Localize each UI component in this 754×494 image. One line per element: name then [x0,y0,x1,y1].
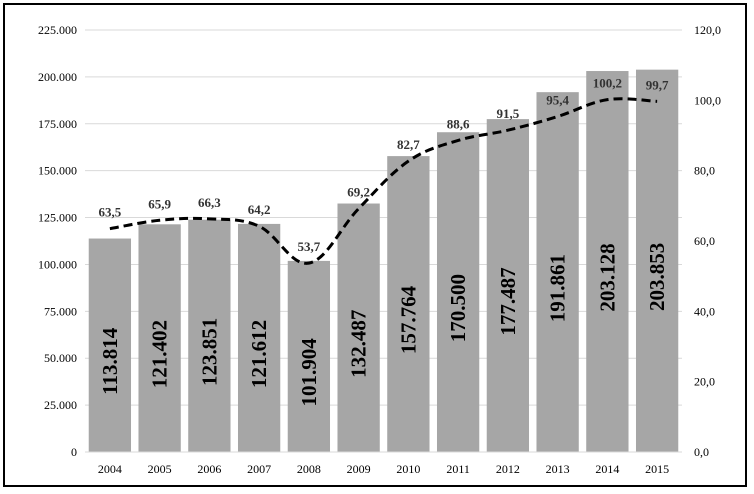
left-axis-tick-label: 25.000 [44,398,77,412]
bar-2012 [486,119,530,452]
line-value-label: 66,3 [198,195,221,210]
bar-2007 [237,223,281,452]
left-axis-tick-label: 75.000 [44,304,77,318]
bar-value-label: 157.764 [396,285,420,354]
line-value-label: 63,5 [99,205,122,220]
x-axis-tick-label: 2015 [645,462,669,476]
left-axis-tick-label: 225.000 [38,23,77,37]
bar-2006 [188,219,231,452]
bar-2005 [138,224,181,452]
x-axis-tick-label: 2007 [247,462,271,476]
left-axis-tick-label: 100.000 [38,257,77,271]
bar-value-label: 121.612 [247,320,271,388]
x-axis-tick-label: 2011 [446,462,470,476]
x-axis-tick-label: 2006 [197,462,221,476]
bar-2008 [287,260,331,452]
x-axis-tick-label: 2009 [347,462,371,476]
left-axis-tick-label: 175.000 [38,117,77,131]
bar-value-label: 177.487 [496,267,520,335]
bar-2013 [536,92,579,452]
bar-value-label: 101.904 [297,338,321,407]
bar-2009 [337,203,380,452]
bar-2014 [586,71,629,452]
line-value-label: 64,2 [248,202,271,217]
line-value-label: 88,6 [447,116,470,131]
right-axis-tick-label: 40,0 [694,304,715,318]
x-axis-tick-label: 2010 [396,462,420,476]
chart-frame: 0 25.000 50.000 75.000 100.000 125.000 150.000… [3,3,747,487]
left-axis-tick-label: 50.000 [44,351,77,365]
left-axis-tick-label: 0 [71,445,77,459]
bar-2015 [635,69,679,452]
left-axis-tick-label: 150.000 [38,164,77,178]
line-value-label: 100,2 [593,76,622,91]
right-axis-tick-label: 60,0 [694,234,715,248]
x-axis-tick-label: 2012 [496,462,520,476]
bar-value-label: 123.851 [197,318,221,386]
x-axis-tick-label: 2008 [297,462,321,476]
x-axis-tick-label: 2014 [595,462,619,476]
line-value-label: 65,9 [148,196,171,211]
left-axis-tick-label: 125.000 [38,211,77,225]
bar-2010 [387,156,430,452]
bar-value-label: 132.487 [347,310,371,378]
line-value-label: 99,7 [646,77,669,92]
bar-value-label: 191.861 [546,254,570,322]
x-axis-tick-label: 2005 [148,462,172,476]
bar-2004 [88,238,132,452]
line-value-label: 91,5 [497,106,520,121]
right-axis-tick-label: 0,0 [694,445,709,459]
bar-line-combo-chart: 0 25.000 50.000 75.000 100.000 125.000 150.000… [38,23,721,476]
line-value-label: 53,7 [298,239,321,254]
index-line-series [109,97,658,265]
x-axis-tick-label: 2004 [98,462,122,476]
bar-value-label: 121.402 [148,320,172,388]
right-axis-tick-label: 120,0 [694,23,721,37]
line-value-label: 95,4 [546,93,569,108]
x-axis-tick-label: 2013 [546,462,570,476]
left-axis-tick-label: 200.000 [38,70,77,84]
right-axis-tick-label: 80,0 [694,164,715,178]
bar-value-label: 203.128 [595,243,619,311]
line-value-label: 69,2 [347,185,370,200]
bar-value-label: 113.814 [98,327,122,395]
bar-value-label: 203.853 [645,243,669,311]
bar-value-label: 170.500 [446,274,470,342]
right-axis-tick-label: 20,0 [694,375,715,389]
line-value-label: 82,7 [397,137,420,152]
bar-2011 [436,132,480,452]
right-axis-tick-label: 100,0 [694,93,721,107]
